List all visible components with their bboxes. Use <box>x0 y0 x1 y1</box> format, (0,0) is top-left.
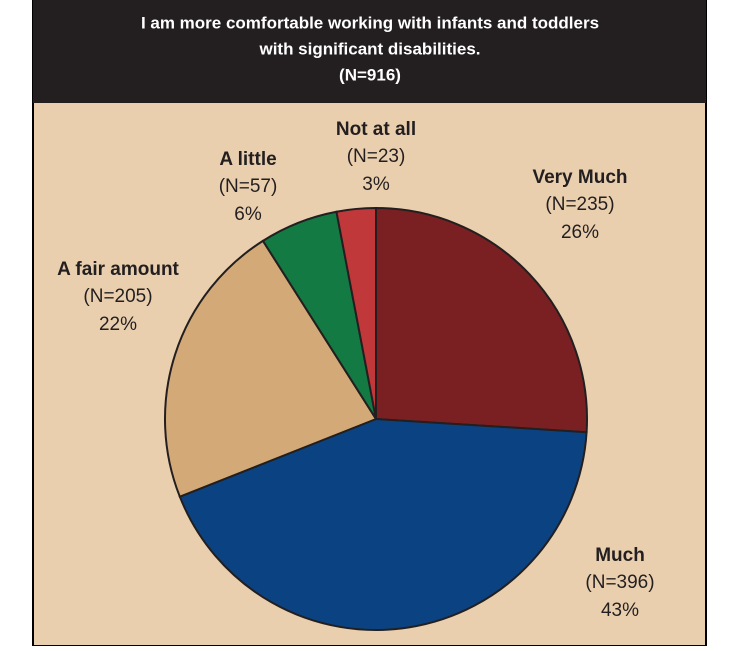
slice-value: 6% <box>234 204 262 225</box>
pie-slice <box>178 417 588 631</box>
header-bar <box>33 0 706 103</box>
slice-count: (N=235) <box>545 194 614 215</box>
slice-label: A fair amount <box>57 259 179 280</box>
chart-title: I am more comfortable working with infan… <box>141 13 599 32</box>
chart-subtitle: (N=916) <box>339 65 401 84</box>
slice-count: (N=205) <box>83 286 152 307</box>
pie-slice <box>375 206 588 434</box>
slice-count: (N=396) <box>585 572 654 593</box>
slice-value: 3% <box>362 174 390 195</box>
slice-label: Not at all <box>336 119 416 140</box>
slice-count: (N=57) <box>219 176 278 197</box>
slice-label: Much <box>595 545 645 566</box>
pie-slice <box>164 239 378 498</box>
slice-value: 43% <box>601 600 639 621</box>
slice-count: (N=23) <box>347 146 406 167</box>
chart-title: with significant disabilities. <box>258 39 480 58</box>
slice-value: 26% <box>561 222 599 243</box>
slice-value: 22% <box>99 314 137 335</box>
slice-label: A little <box>219 149 276 170</box>
pie-slice <box>335 206 377 420</box>
slice-label: Very Much <box>532 167 627 188</box>
